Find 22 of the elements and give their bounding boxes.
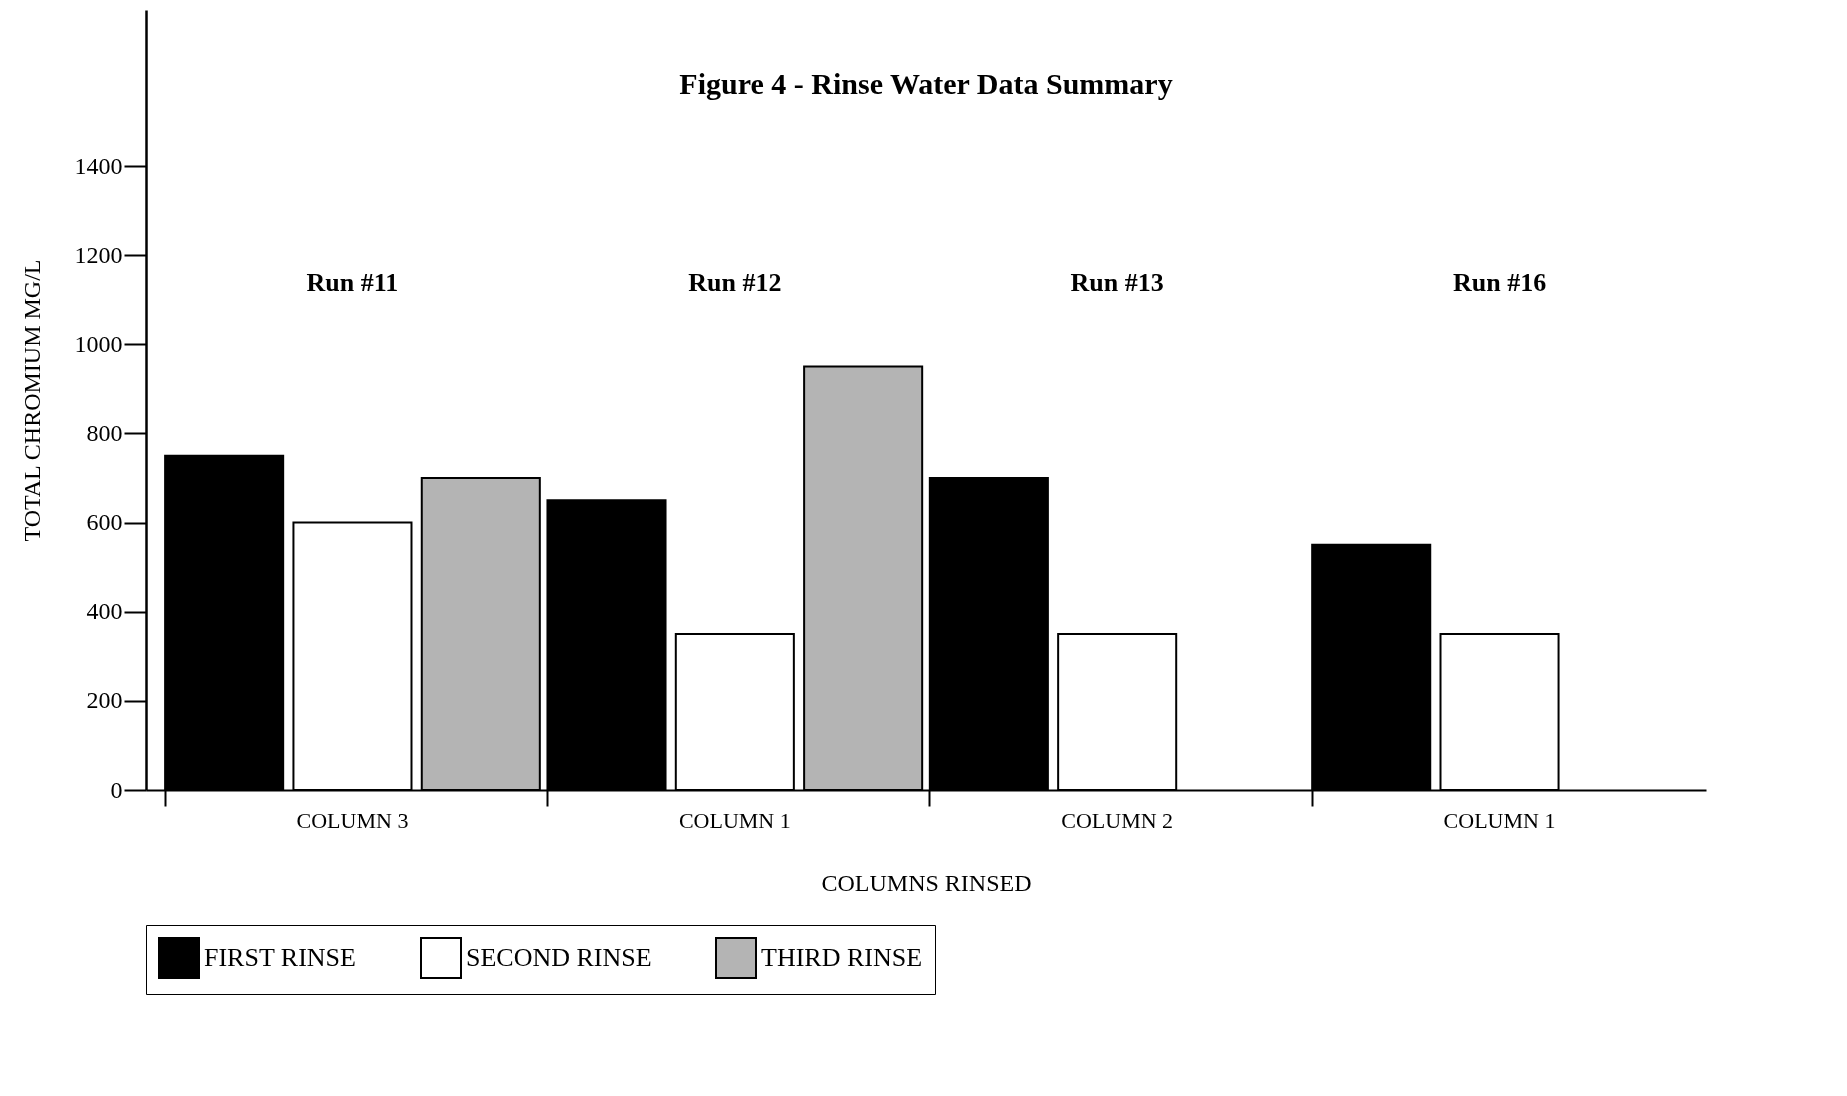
annotation: Run #16: [1452, 268, 1547, 297]
y-tick-label: 1400: [74, 152, 123, 179]
annotation: Run #13: [1070, 268, 1164, 297]
y-axis-title: TOTAL CHROMIUM MG/L: [18, 259, 45, 542]
legend-label: THIRD RINSE: [761, 943, 923, 972]
y-tick-label: 1000: [74, 330, 123, 357]
y-tick-label: 0: [110, 776, 123, 803]
x-axis-title: COLUMNS RINSED: [821, 869, 1032, 896]
y-tick-label: 400: [86, 598, 123, 625]
annotation: Run #11: [306, 268, 399, 297]
y-tick-label: 200: [86, 687, 123, 714]
x-tick-label: COLUMN 1: [678, 807, 791, 833]
y-tick-label: 1200: [74, 241, 123, 268]
x-tick-label: COLUMN 2: [1061, 807, 1174, 833]
legend-label: FIRST RINSE: [204, 943, 356, 972]
annotation: Run #12: [688, 268, 782, 297]
x-tick-label: COLUMN 1: [1443, 807, 1556, 833]
text: Figure 4 - Rinse Water Data Summary: [679, 67, 1173, 100]
x-tick-label: COLUMN 3: [296, 807, 409, 833]
legend-label: SECOND RINSE: [466, 943, 652, 972]
y-tick-label: 600: [86, 509, 123, 536]
y-tick-label: 800: [86, 419, 123, 446]
